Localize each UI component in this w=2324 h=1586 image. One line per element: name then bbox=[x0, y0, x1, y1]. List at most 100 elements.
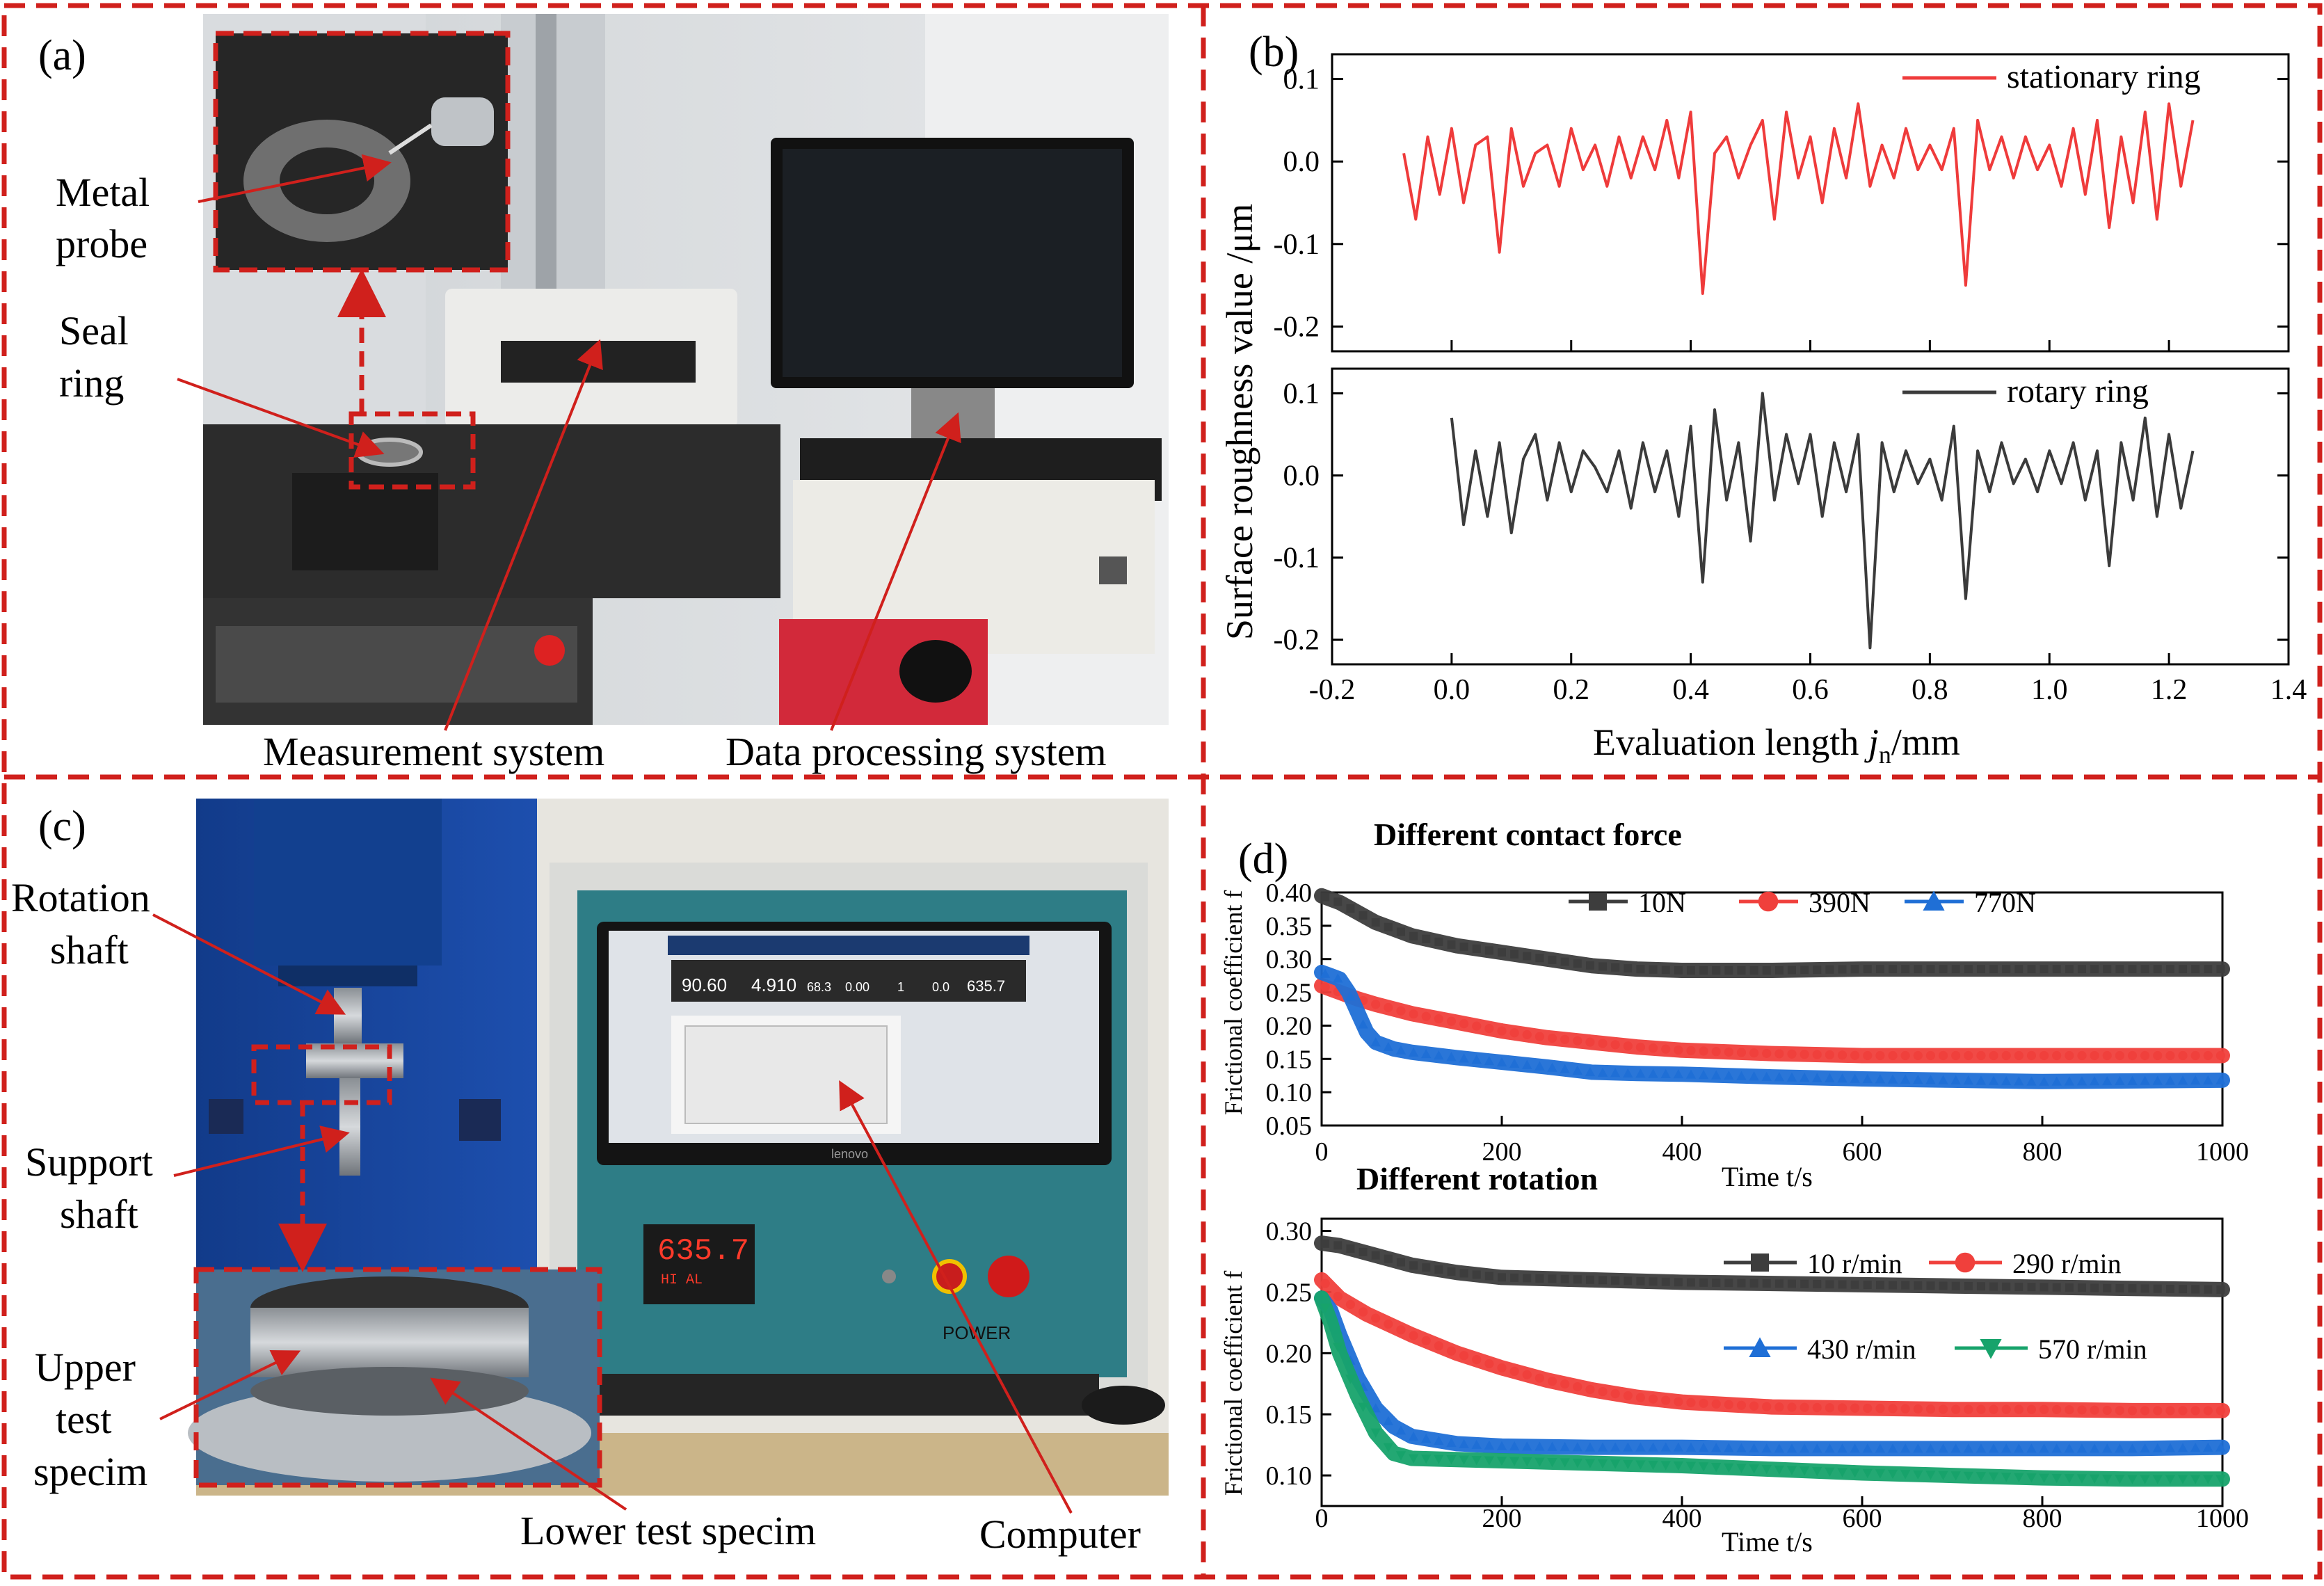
chart-d-point-290-r-min bbox=[1674, 1397, 1683, 1407]
chart-d-point-770N bbox=[1623, 1068, 1633, 1078]
chart-d-point-10-r-min bbox=[1951, 1281, 1960, 1290]
chart-d-point-10N bbox=[2140, 965, 2149, 974]
callout-measurement-system: Measurement system bbox=[263, 729, 604, 774]
chart-d-point-10N bbox=[1875, 965, 1884, 974]
chart-d-point-430-r-min bbox=[2203, 1442, 2213, 1452]
chart-b0-ytick-label: 0.1 bbox=[1283, 64, 1320, 96]
chart-d-point-290-r-min bbox=[1825, 1403, 1834, 1413]
chart-d-point-570-r-min bbox=[1522, 1457, 1532, 1467]
chart-b-plot: 0.1 0.0 -0.1 -0.2 stationary ring 0.1 0.0 -0.1 -… bbox=[1274, 53, 2307, 706]
chart-d-point-290-r-min bbox=[1875, 1404, 1885, 1413]
chart-d-point-390N bbox=[1573, 1036, 1582, 1046]
chart-d-point-10-r-min bbox=[1384, 1254, 1393, 1263]
chart-d-point-390N bbox=[2115, 1050, 2124, 1061]
chart-d1-legend-label-1: 290 r/min bbox=[2012, 1248, 2122, 1279]
chart-d-point-570-r-min bbox=[1572, 1458, 1582, 1468]
chart-d-point-770N bbox=[1572, 1065, 1582, 1075]
chart-d-point-10-r-min bbox=[1813, 1280, 1822, 1289]
chart-d-point-570-r-min bbox=[1749, 1464, 1759, 1474]
chart-d-point-10N bbox=[1333, 897, 1343, 906]
chart-d-point-570-r-min bbox=[2115, 1475, 2125, 1484]
chart-d-point-570-r-min bbox=[1862, 1468, 1873, 1478]
callout-upper-test-2: test bbox=[56, 1397, 112, 1442]
chart-d-point-390N bbox=[2190, 1050, 2200, 1061]
chart-d-point-290-r-min bbox=[1850, 1403, 1860, 1413]
chart-d-point-10N bbox=[1724, 966, 1733, 975]
chart-d-point-290-r-min bbox=[1396, 1325, 1406, 1335]
chart-d-point-430-r-min bbox=[2127, 1443, 2138, 1453]
chart-d-point-390N bbox=[1724, 1047, 1733, 1057]
chart-d0-legend-label-0: 10N bbox=[1638, 887, 1686, 918]
chart-d-point-10N bbox=[1359, 911, 1368, 920]
chart-d-point-290-r-min bbox=[1774, 1402, 1784, 1412]
chart-d-point-390N bbox=[1484, 1024, 1494, 1034]
chart-d-point-430-r-min bbox=[2165, 1443, 2176, 1452]
chart-d1-ytick-label: 0.25 bbox=[1266, 1278, 1313, 1307]
chart-d-point-290-r-min bbox=[1888, 1404, 1898, 1413]
seal-ring-box bbox=[348, 411, 476, 490]
chart-d-point-430-r-min bbox=[2102, 1443, 2113, 1453]
chart-b-series-stationary-ring bbox=[1402, 102, 2195, 295]
chart-d1-xlabel: Time t/s bbox=[1722, 1526, 1813, 1557]
chart-d-point-290-r-min bbox=[1964, 1404, 1973, 1414]
chart-d-point-430-r-min bbox=[1534, 1441, 1545, 1451]
chart-d-point-10-r-min bbox=[2002, 1282, 2011, 1291]
chart-d0-xtick-label: 200 bbox=[1482, 1137, 1522, 1167]
chart-d-point-570-r-min bbox=[2152, 1475, 2163, 1484]
chart-d-point-10-r-min bbox=[1800, 1279, 1809, 1288]
chart-d-point-390N bbox=[1547, 1033, 1557, 1043]
chart-d0-ytick-label: 0.05 bbox=[1266, 1112, 1313, 1141]
chart-d-point-290-r-min bbox=[2190, 1406, 2200, 1416]
chart-b1-ytick-label: 0.1 bbox=[1283, 378, 1320, 410]
chart-d-point-570-r-min bbox=[1825, 1467, 1835, 1477]
chart-d-point-10N bbox=[1901, 965, 1910, 974]
chart-d-point-570-r-min bbox=[1837, 1468, 1848, 1477]
chart-d-point-10-r-min bbox=[1712, 1279, 1721, 1288]
chart-d-point-770N bbox=[2127, 1075, 2138, 1085]
chart-d-point-770N bbox=[2076, 1076, 2087, 1086]
chart-d-point-390N bbox=[1837, 1050, 1848, 1060]
chart-d-point-10N bbox=[2191, 965, 2200, 974]
chart-d-point-570-r-min bbox=[2190, 1475, 2201, 1484]
chart-d-point-290-r-min bbox=[1547, 1377, 1557, 1386]
chart-d-point-570-r-min bbox=[1875, 1469, 1886, 1479]
chart-d-point-10-r-min bbox=[1901, 1281, 1910, 1290]
chart-d-point-430-r-min bbox=[1963, 1443, 1974, 1453]
chart-d-point-570-r-min bbox=[2026, 1473, 2037, 1483]
chart-d1-ytick-label: 0.30 bbox=[1266, 1217, 1313, 1247]
chart-d1-legend-label-3: 570 r/min bbox=[2038, 1333, 2147, 1365]
monitor-brand: lenovo bbox=[831, 1147, 868, 1161]
chart-d-point-390N bbox=[1472, 1021, 1482, 1031]
chart-d-point-10N bbox=[1976, 965, 1985, 974]
chart-d-point-10N bbox=[1598, 962, 1608, 971]
chart-d-point-770N bbox=[1648, 1068, 1658, 1078]
chart-d-point-430-r-min bbox=[1913, 1443, 1923, 1453]
chart-d-point-390N bbox=[1736, 1048, 1747, 1057]
chart-d-point-290-r-min bbox=[1699, 1398, 1708, 1408]
chart-d-point-10-r-min bbox=[1346, 1244, 1355, 1253]
chart-d-point-570-r-min bbox=[1786, 1466, 1797, 1475]
chart-d-point-390N bbox=[1598, 1039, 1608, 1048]
chart-d-point-10N bbox=[1472, 944, 1481, 953]
chart-d-point-570-r-min bbox=[1471, 1455, 1482, 1466]
chart-d-point-390N bbox=[1623, 1041, 1633, 1051]
chart-d-point-770N bbox=[1673, 1069, 1684, 1079]
chart-d-point-570-r-min bbox=[1345, 1375, 1356, 1384]
chart-d-point-390N bbox=[1509, 1028, 1519, 1038]
chart-d-point-570-r-min bbox=[1660, 1461, 1671, 1471]
chart-d-point-10N bbox=[1585, 961, 1594, 970]
chart-d-point-430-r-min bbox=[1484, 1440, 1495, 1450]
chart-d-point-10-r-min bbox=[1611, 1276, 1620, 1285]
chart-d0-ytick-label: 0.15 bbox=[1266, 1045, 1313, 1074]
chart-d-point-290-r-min bbox=[1724, 1400, 1733, 1409]
chart-d-point-10-r-min bbox=[1484, 1272, 1493, 1281]
chart-d-point-570-r-min bbox=[1799, 1466, 1810, 1476]
chart-d-point-290-r-min bbox=[2102, 1405, 2112, 1416]
chart-d-point-430-r-min bbox=[1572, 1442, 1582, 1452]
chart-d-point-390N bbox=[1863, 1050, 1873, 1061]
chart-d-point-10-r-min bbox=[2115, 1283, 2124, 1292]
screen-readout-2: 4.910 bbox=[751, 975, 796, 995]
chart-d1-legend-marker-1 bbox=[1955, 1252, 1976, 1273]
chart-d-point-390N bbox=[1964, 1050, 1973, 1061]
